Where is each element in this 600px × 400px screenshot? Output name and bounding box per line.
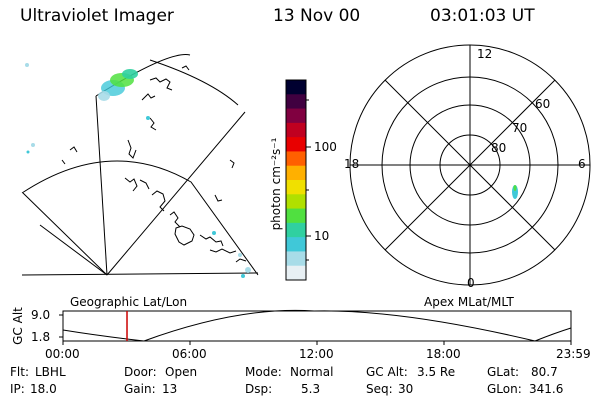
colorbar-band [286,165,306,181]
altitude-plot [59,309,572,345]
colorbar-band [286,265,306,281]
mlat-label-60: 60 [535,97,551,111]
mlat-label-70: 70 [512,121,528,135]
status-flt-label: Flt: [10,365,29,379]
colorbar-band [286,94,306,110]
time-tick-1200: 12:00 [299,347,334,361]
geographic-map [21,54,259,278]
colorbar [285,79,311,281]
colorbar-unit-label: photon cm⁻²s⁻¹ [269,137,283,231]
status-ip-label: IP: [10,382,25,396]
status-dsp-value: 5.3 [301,382,321,396]
aurora-emission [25,63,251,278]
status-glon-label: GLon: [487,382,522,396]
time-tick-2359: 23:59 [556,347,591,361]
status-flt-value: LBHL [35,365,66,379]
polar-aurora-spot [512,185,518,199]
mlt-label-6: 6 [578,157,586,171]
colorbar-band [286,80,306,95]
status-gain-value: 13 [162,382,178,396]
status-ip-value: 18.0 [30,382,57,396]
colorbar-band [286,237,306,252]
colorbar-band [286,180,306,195]
colorbar-band [286,194,306,210]
status-mode-label: Mode: [245,365,282,379]
date-readout: 13 Nov 00 [273,6,361,26]
status-seq-label: Seq: [366,382,393,396]
status-glat-label: GLat: [487,365,520,379]
colorbar-band [286,251,306,267]
colorbar-tick-10: 10 [314,229,330,243]
mlt-label-18: 18 [344,157,360,171]
colorbar-band [286,222,306,238]
coastlines [61,65,247,263]
status-mode-value: Normal [290,365,334,379]
status-seq-value: 30 [398,382,414,396]
time-tick-0000: 00:00 [45,347,80,361]
status-door-value: Open [165,365,198,379]
colorbar-band [286,137,306,152]
mlt-label-0: 0 [467,276,475,290]
status-gain-label: Gain: [124,382,156,396]
colorbar-gradient [286,80,306,281]
status-glon-value: 341.6 [529,382,564,396]
colorbar-band [286,151,306,167]
colorbar-band [286,108,306,124]
time-tick-0600: 06:00 [172,347,207,361]
status-gcalt-label: GC Alt: [366,365,408,379]
orbit-altitude-curve [62,309,572,342]
app-title: Ultraviolet Imager [20,6,174,26]
altitude-tick-min: 1.8 [31,330,51,344]
time-readout: 03:01:03 UT [430,6,535,26]
colorbar-tick-100: 100 [314,140,337,154]
status-door-label: Door: [124,365,157,379]
colorbar-band [286,122,306,138]
status-dsp-label: Dsp: [245,382,273,396]
polar-panel-label: Apex MLat/MLT [424,295,514,309]
polar-plot [349,44,591,286]
time-tick-1800: 18:00 [426,347,461,361]
status-glat-value: 80.7 [531,365,558,379]
mlat-label-80: 80 [491,141,507,155]
altitude-tick-max: 9.0 [31,308,51,322]
altitude-axis-label: GC Alt [11,307,25,345]
mlt-label-12: 12 [477,47,493,61]
colorbar-band [286,208,306,224]
map-grid [21,54,259,276]
status-gcalt-value: 3.5 Re [417,365,456,379]
geographic-panel-label: Geographic Lat/Lon [70,295,188,309]
